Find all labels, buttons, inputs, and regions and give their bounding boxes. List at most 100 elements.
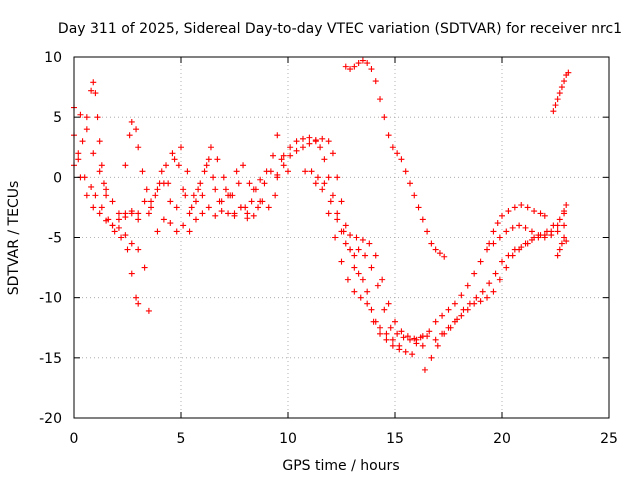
data-point [115, 210, 122, 217]
data-point [220, 174, 227, 181]
data-point [197, 180, 204, 187]
data-point [342, 63, 349, 70]
data-point [321, 156, 328, 163]
data-point [77, 111, 84, 118]
data-point [518, 202, 525, 209]
data-point [484, 246, 491, 253]
data-point [205, 156, 212, 163]
data-point [556, 90, 563, 97]
data-point [109, 198, 116, 205]
data-point [280, 162, 287, 169]
data-point [293, 138, 300, 145]
data-point [312, 137, 319, 144]
data-point [135, 144, 142, 151]
data-point [359, 236, 366, 243]
series-late-6 [554, 234, 570, 259]
data-point [145, 307, 152, 314]
data-point [511, 204, 518, 211]
data-point [90, 150, 97, 157]
data-point [509, 252, 516, 259]
data-point [154, 228, 161, 235]
data-point [133, 126, 140, 133]
data-point [192, 216, 199, 223]
data-point [458, 292, 465, 299]
data-point [329, 192, 336, 199]
data-point [141, 264, 148, 271]
data-point [357, 294, 364, 301]
data-point [421, 366, 428, 373]
data-point [372, 252, 379, 259]
data-point [554, 228, 561, 235]
data-point [479, 288, 486, 295]
data-point [231, 212, 238, 219]
data-point [124, 246, 131, 253]
data-point [225, 210, 232, 217]
data-point [265, 204, 272, 211]
data-point [400, 334, 407, 341]
data-point [171, 156, 178, 163]
data-point [293, 147, 300, 154]
data-points [71, 57, 572, 373]
data-point [505, 208, 512, 215]
data-point [148, 198, 155, 205]
data-point [368, 264, 375, 271]
series-high-arc [342, 57, 448, 260]
data-point [115, 224, 122, 231]
data-point [212, 212, 219, 219]
grid-lines [74, 57, 609, 418]
data-point [377, 324, 384, 331]
data-point [75, 156, 82, 163]
data-point [222, 186, 229, 193]
data-point [167, 198, 174, 205]
data-point [83, 114, 90, 121]
data-point [364, 288, 371, 295]
data-point [302, 168, 309, 175]
data-point [406, 336, 413, 343]
data-point [306, 134, 313, 141]
data-point [270, 152, 277, 159]
y-axis-title: SDTVAR / TECUs [6, 181, 22, 296]
data-point [190, 192, 197, 199]
data-point [351, 252, 358, 259]
data-point [503, 228, 510, 235]
data-point [98, 204, 105, 211]
data-point [490, 288, 497, 295]
data-point [392, 318, 398, 325]
data-point [158, 168, 165, 175]
data-point [128, 208, 135, 215]
x-axis-title: GPS time / hours [282, 458, 399, 474]
data-point [561, 234, 568, 241]
data-point [143, 186, 150, 193]
data-point [186, 210, 193, 217]
data-point [280, 152, 287, 159]
data-point [135, 300, 142, 307]
data-point [90, 204, 97, 211]
data-point [299, 135, 306, 142]
data-point [486, 240, 493, 247]
data-point [188, 204, 195, 211]
data-point [552, 102, 559, 109]
data-point [351, 264, 358, 271]
data-point [122, 162, 129, 169]
data-point [554, 96, 561, 103]
data-point [83, 192, 90, 199]
series-noon-1 [274, 135, 416, 358]
data-point [274, 171, 281, 178]
data-point [558, 84, 565, 91]
data-point [88, 183, 95, 190]
data-point [141, 198, 148, 205]
data-point [180, 222, 187, 229]
data-point [531, 208, 538, 215]
data-point [471, 270, 478, 277]
x-tick-label: 20 [493, 431, 511, 447]
y-tick-label: -10 [39, 291, 62, 307]
data-point [218, 208, 225, 215]
data-point [145, 210, 152, 217]
data-point [334, 216, 341, 223]
data-point [88, 87, 95, 94]
chart-title: Day 311 of 2025, Sidereal Day-to-day VTE… [58, 21, 622, 37]
data-point [167, 220, 174, 227]
data-point [133, 294, 140, 301]
data-point [377, 96, 384, 103]
series-mid-1 [109, 132, 291, 229]
